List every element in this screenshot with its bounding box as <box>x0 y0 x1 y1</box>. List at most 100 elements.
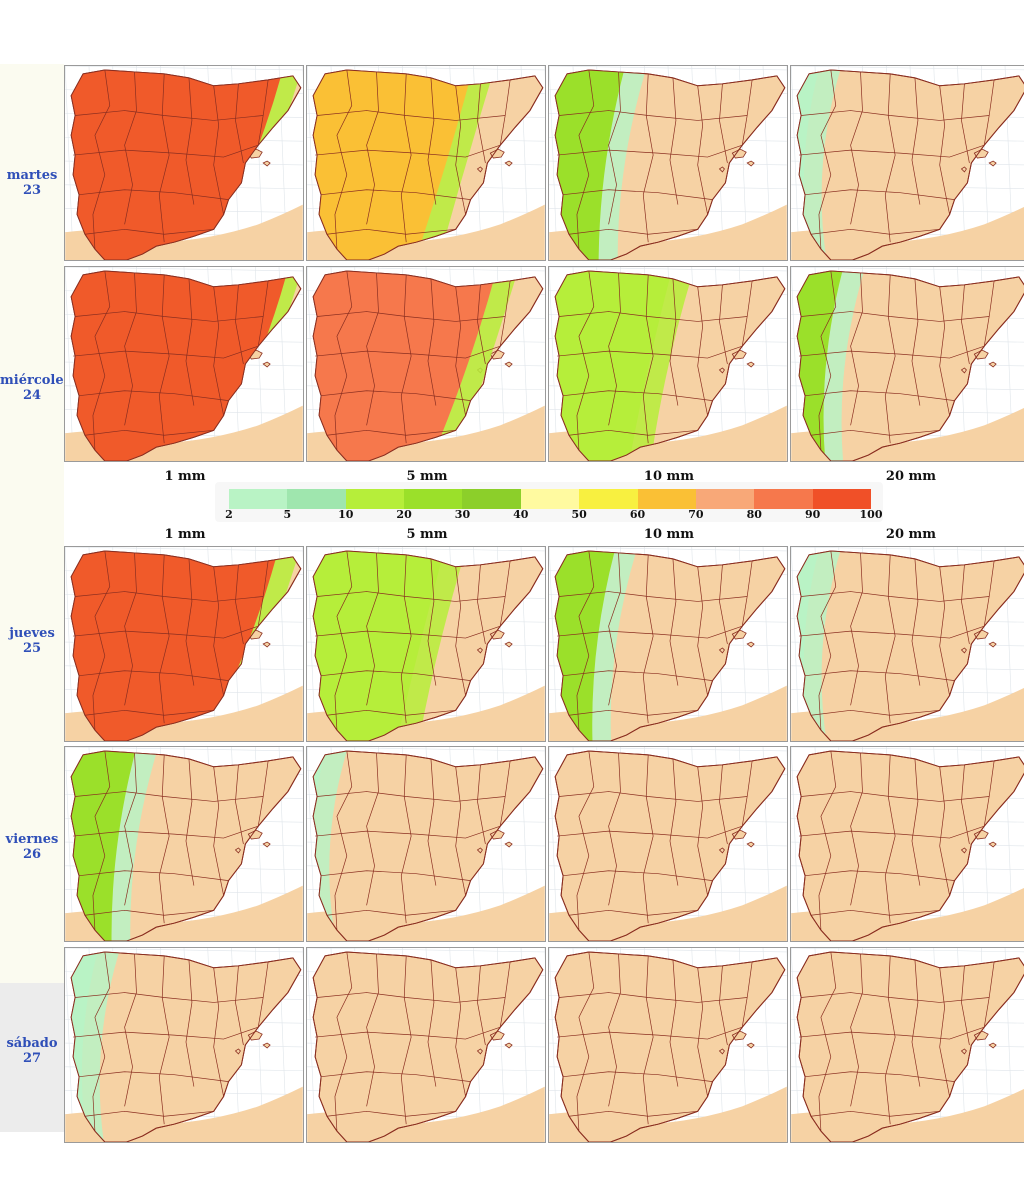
province-border <box>669 959 679 1087</box>
coastline <box>70 750 302 941</box>
province-border <box>499 760 511 827</box>
province-border <box>158 274 170 444</box>
balearic-island <box>262 361 271 368</box>
province-border <box>455 967 466 1097</box>
province-border <box>805 670 955 681</box>
province-border <box>608 552 621 706</box>
province-border <box>939 85 950 215</box>
grid-line <box>65 747 74 941</box>
province-border <box>608 752 621 906</box>
probability-map <box>307 547 545 741</box>
coastline <box>796 951 1024 1142</box>
probability-map <box>307 747 545 941</box>
legend-tick-label: 90 <box>804 508 821 521</box>
province-border <box>75 110 264 121</box>
forecast-map-panel <box>790 546 1024 742</box>
province-border <box>185 758 195 886</box>
province-border <box>576 550 595 731</box>
province-border <box>557 825 743 839</box>
province-border <box>568 1110 698 1117</box>
grid-line <box>307 547 545 552</box>
province-border <box>73 144 259 158</box>
grid-line <box>307 267 545 272</box>
legend-tick-label: 80 <box>746 508 762 521</box>
legend-tick-label: 5 <box>283 508 292 521</box>
grid-line <box>307 66 316 260</box>
province-border <box>158 554 170 724</box>
province-border <box>400 274 412 444</box>
threshold-header-5mm: 5 mm <box>406 469 448 484</box>
province-border <box>321 1071 471 1082</box>
province-border <box>235 965 244 1046</box>
balearic-island <box>476 847 483 854</box>
probability-map <box>65 547 303 741</box>
coastline <box>312 750 544 941</box>
balearic-island <box>262 841 271 848</box>
province-border <box>961 284 970 365</box>
balearic-island <box>988 641 997 648</box>
province-border <box>576 270 595 451</box>
province-border <box>810 909 940 916</box>
province-border <box>92 270 111 451</box>
province-border <box>79 189 229 200</box>
balearic-island <box>960 367 967 374</box>
province-border <box>213 566 224 696</box>
province-border <box>961 764 970 845</box>
grid-line <box>65 747 303 752</box>
coastline <box>312 69 544 260</box>
grid-line <box>549 66 787 71</box>
province-border <box>499 961 511 1028</box>
province-border <box>850 272 863 426</box>
province-border <box>557 1026 743 1040</box>
coastline <box>796 750 1024 941</box>
province-border <box>805 1071 955 1082</box>
legend-swatch <box>229 489 288 509</box>
balearic-island <box>262 160 271 167</box>
balearic-island <box>262 641 271 648</box>
province-border <box>939 566 950 696</box>
province-border <box>477 284 486 365</box>
balearic-island <box>504 1042 513 1049</box>
legend-tick-label: 10 <box>338 508 354 521</box>
province-border <box>568 909 698 916</box>
province-border <box>669 77 679 205</box>
province-border <box>608 272 621 426</box>
province-border <box>608 953 621 1107</box>
grid-line <box>549 267 558 461</box>
province-border <box>427 77 437 205</box>
day-name: jueves <box>9 626 55 641</box>
forecast-map-panel <box>64 746 304 942</box>
province-border <box>400 554 412 724</box>
day-name: martes <box>6 168 58 183</box>
day-label-martes: martes 23 <box>0 168 64 198</box>
legend-swatch <box>579 489 639 509</box>
legend-swatch <box>520 489 580 509</box>
province-border <box>559 992 748 1003</box>
province-border <box>235 764 244 845</box>
province-border <box>810 429 940 436</box>
forecast-map-panel <box>306 65 546 261</box>
forecast-map-panel <box>548 746 788 942</box>
day-label-miercoles: miércoles 24 <box>0 373 71 403</box>
province-border <box>334 750 353 931</box>
legend-tick-label: 30 <box>454 508 471 521</box>
province-border <box>697 766 708 896</box>
province-border <box>315 144 501 158</box>
province-border <box>400 73 412 243</box>
province-border <box>73 625 259 639</box>
province-border <box>79 390 229 401</box>
province-border <box>557 625 743 639</box>
coastline <box>312 270 544 461</box>
province-border <box>315 825 501 839</box>
probability-map <box>791 267 1024 461</box>
threshold-header-5mm-lower: 5 mm <box>406 527 448 542</box>
province-border <box>642 554 654 724</box>
province-border <box>366 272 379 426</box>
coastline <box>554 750 786 941</box>
grid-line <box>549 747 787 752</box>
province-border <box>801 311 990 322</box>
legend-swatch <box>287 489 347 509</box>
balearic-island <box>988 160 997 167</box>
province-border <box>334 69 353 250</box>
province-border <box>697 85 708 215</box>
